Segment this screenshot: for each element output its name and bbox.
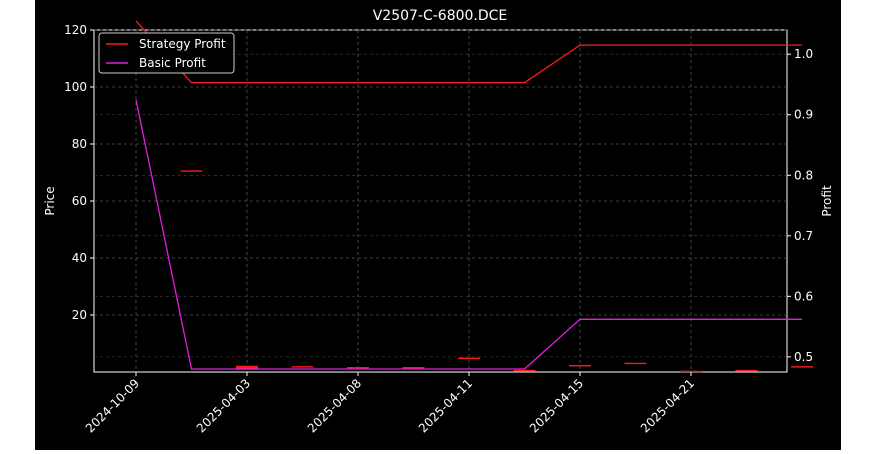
right-tick-label-2: 0.7 <box>794 229 813 243</box>
legend-label-basic: Basic Profit <box>139 56 206 70</box>
right-tick-label-0: 0.5 <box>794 350 813 364</box>
price-mark-11 <box>791 366 813 367</box>
price-mark-8 <box>625 363 647 364</box>
price-mark-5 <box>458 358 480 359</box>
price-mark-6 <box>514 370 536 371</box>
chart-title: V2507-C-6800.DCE <box>373 8 508 24</box>
legend-label-strategy: Strategy Profit <box>139 37 226 51</box>
right-tick-label-3: 0.8 <box>794 168 813 182</box>
legend: Strategy Profit Basic Profit <box>99 33 234 73</box>
price-mark-4 <box>403 367 425 368</box>
y-axis-label-right: Profit <box>820 185 834 217</box>
right-tick-label-1: 0.6 <box>794 289 813 303</box>
right-tick-label-4: 0.9 <box>794 108 813 122</box>
price-mark-2 <box>292 366 314 367</box>
left-tick-label-5: 120 <box>64 23 87 37</box>
price-mark-9 <box>680 371 702 372</box>
y-axis-label-left: Price <box>43 186 57 215</box>
left-tick-label-1: 40 <box>72 251 87 265</box>
left-tick-label-3: 80 <box>72 137 87 151</box>
price-mark-7 <box>569 365 591 366</box>
price-mark-3 <box>347 367 369 368</box>
price-mark-0 <box>181 170 203 171</box>
left-tick-label-4: 100 <box>64 80 87 94</box>
price-mark-10 <box>736 370 758 371</box>
left-tick-label-0: 20 <box>72 308 87 322</box>
left-tick-label-2: 60 <box>72 194 87 208</box>
right-tick-label-5: 1.0 <box>794 47 813 61</box>
